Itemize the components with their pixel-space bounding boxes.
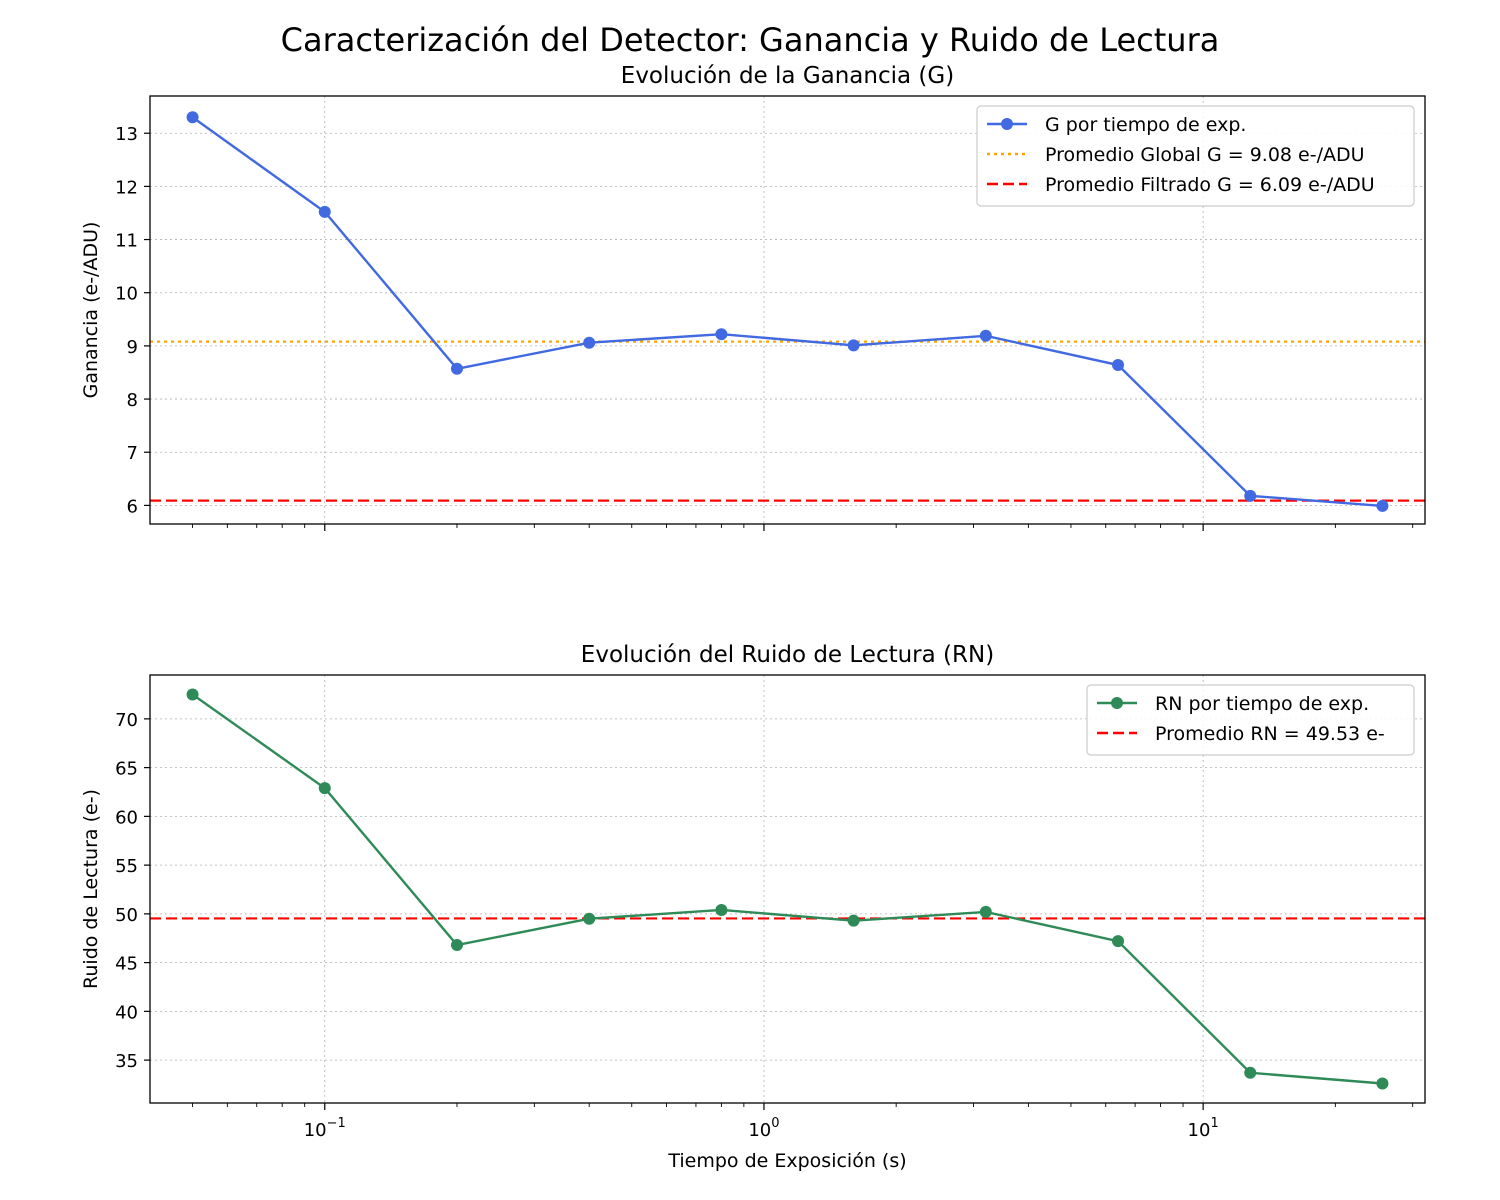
- y-tick-label: 65: [115, 759, 138, 780]
- x-axis-label: Tiempo de Exposición (s): [667, 1150, 906, 1172]
- y-axis-label: Ganancia (e-/ADU): [80, 222, 102, 399]
- legend-label: Promedio RN = 49.53 e-: [1155, 723, 1385, 745]
- panel-read-noise: 35 40 45 50 55 60 65 70 10−1 100 101 Evolución del …: [80, 642, 1426, 1172]
- legend: G por tiempo de exp. Promedio Global G = …: [976, 105, 1415, 207]
- data-point: [1376, 1077, 1389, 1090]
- panel-gain: 6 7 8 9 10 11 12 13 Evolución de la Ganancia (G)…: [80, 63, 1426, 531]
- y-tick-label: 50: [115, 905, 138, 926]
- figure-suptitle: Caracterización del Detector: Ganancia y…: [281, 21, 1220, 59]
- legend-box: [1086, 684, 1415, 756]
- data-point: [847, 339, 860, 352]
- data-point: [847, 914, 860, 927]
- data-point: [318, 782, 331, 795]
- y-tick-label: 55: [115, 856, 138, 877]
- legend-marker: [1111, 697, 1123, 709]
- data-point: [450, 362, 463, 375]
- data-point: [583, 912, 596, 925]
- y-tick-label: 70: [115, 710, 138, 731]
- data-point: [186, 688, 199, 701]
- legend-box: [976, 105, 1415, 207]
- y-tick-label: 9: [127, 337, 138, 358]
- legend-label: G por tiempo de exp.: [1045, 114, 1246, 136]
- data-point: [1376, 499, 1389, 512]
- y-tick-label: 11: [115, 231, 138, 252]
- series-line: [191, 693, 1383, 1085]
- y-tick-label: 35: [115, 1051, 138, 1072]
- data-point: [1112, 359, 1125, 372]
- y-tick-label: 60: [115, 807, 138, 828]
- panel-title: Evolución de la Ganancia (G): [621, 63, 954, 89]
- data-point: [186, 111, 199, 124]
- data-point: [1244, 1066, 1257, 1079]
- x-tick-label: 101: [1188, 1116, 1219, 1141]
- y-tick-label: 13: [115, 124, 138, 145]
- y-tick-label: 12: [115, 177, 138, 198]
- y-tick-label: 6: [127, 496, 138, 517]
- y-tick-label: 8: [127, 390, 138, 411]
- y-tick-label: 10: [115, 284, 138, 305]
- data-point: [1244, 489, 1257, 502]
- x-tick-label: 100: [748, 1116, 779, 1141]
- y-tick-label: 40: [115, 1002, 138, 1023]
- data-point: [1112, 935, 1125, 948]
- data-point: [979, 329, 992, 342]
- legend-label: Promedio Filtrado G = 6.09 e-/ADU: [1045, 174, 1375, 196]
- legend-label: Promedio Global G = 9.08 e-/ADU: [1045, 144, 1365, 166]
- legend: RN por tiempo de exp. Promedio RN = 49.53…: [1086, 684, 1415, 756]
- series-line: [191, 116, 1383, 508]
- legend-marker: [1001, 118, 1013, 130]
- data-point: [715, 903, 728, 916]
- data-point: [318, 205, 331, 218]
- axes-frame: [149, 674, 1426, 1104]
- panel-title: Evolución del Ruido de Lectura (RN): [581, 642, 994, 668]
- data-point: [450, 939, 463, 952]
- y-tick-label: 45: [115, 954, 138, 975]
- data-point: [583, 336, 596, 349]
- legend-label: RN por tiempo de exp.: [1155, 693, 1369, 715]
- y-axis-label: Ruido de Lectura (e-): [80, 789, 102, 989]
- axes-frame: [149, 95, 1426, 525]
- data-point: [715, 328, 728, 341]
- y-tick-label: 7: [127, 443, 138, 464]
- x-tick-label: 10−1: [304, 1116, 346, 1141]
- data-point: [979, 905, 992, 918]
